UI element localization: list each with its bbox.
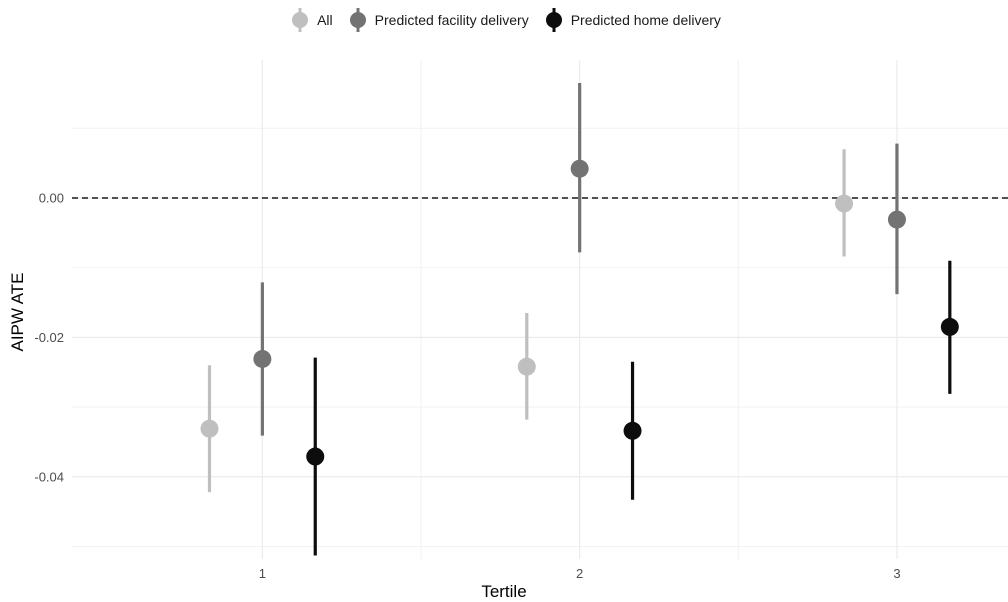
y-tick-label: 0.00: [39, 190, 64, 205]
data-point: [253, 349, 272, 368]
legend-key-all: [292, 8, 309, 32]
x-tick-label: 3: [893, 566, 900, 581]
legend-key-home: [545, 8, 562, 32]
data-point: [887, 210, 906, 229]
legend-label-facility: Predicted facility delivery: [374, 12, 529, 28]
data-point: [940, 317, 959, 336]
legend-key-point: [545, 12, 562, 28]
x-tick-label: 2: [576, 566, 583, 581]
legend: All Predicted facility delivery Predicte…: [0, 6, 1008, 34]
y-tick-label: -0.02: [34, 330, 64, 345]
legend-key-point: [349, 12, 366, 28]
legend-item-home: Predicted home delivery: [541, 6, 721, 34]
y-tick-label: -0.04: [34, 469, 64, 484]
legend-label-home: Predicted home delivery: [570, 12, 721, 28]
legend-key-point: [292, 12, 309, 28]
legend-item-facility: Predicted facility delivery: [345, 6, 529, 34]
legend-label-all: All: [317, 12, 333, 28]
legend-item-all: All: [287, 6, 333, 34]
x-tick-label: 1: [259, 566, 266, 581]
x-axis-title: Tertile: [481, 582, 527, 601]
data-point: [306, 447, 325, 466]
data-point: [835, 194, 854, 213]
data-point: [570, 159, 589, 178]
data-point: [200, 419, 219, 438]
legend-key-facility: [349, 8, 366, 32]
y-axis-title: AIPW ATE: [8, 272, 27, 352]
data-point: [517, 357, 536, 376]
data-point: [623, 421, 642, 440]
